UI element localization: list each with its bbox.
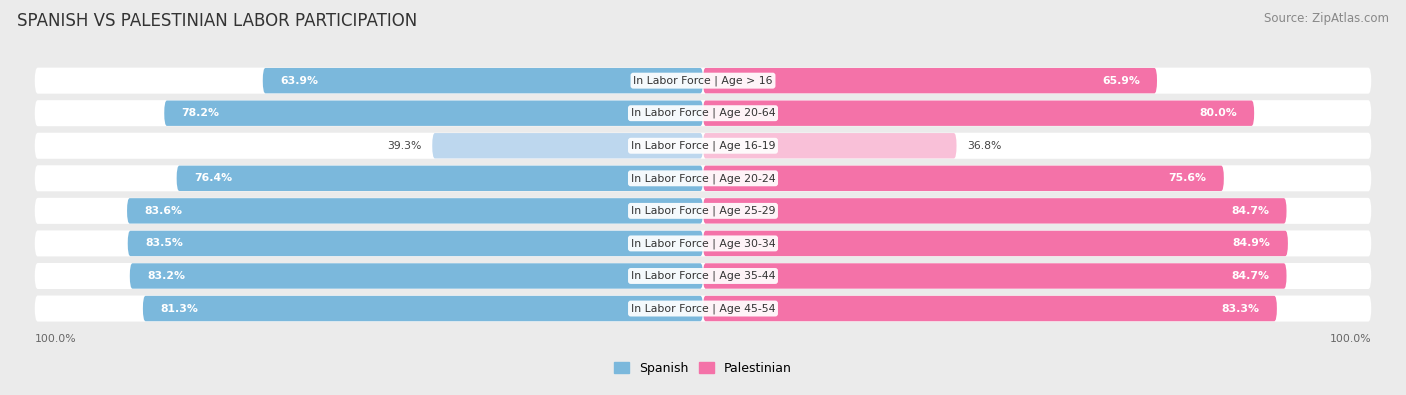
Text: 83.6%: 83.6%: [145, 206, 183, 216]
FancyBboxPatch shape: [263, 68, 703, 93]
FancyBboxPatch shape: [432, 133, 703, 158]
Text: In Labor Force | Age 16-19: In Labor Force | Age 16-19: [631, 141, 775, 151]
Text: 36.8%: 36.8%: [967, 141, 1001, 151]
Text: SPANISH VS PALESTINIAN LABOR PARTICIPATION: SPANISH VS PALESTINIAN LABOR PARTICIPATI…: [17, 12, 418, 30]
Text: 76.4%: 76.4%: [194, 173, 232, 183]
Text: In Labor Force | Age 25-29: In Labor Force | Age 25-29: [631, 206, 775, 216]
Text: 100.0%: 100.0%: [1330, 335, 1371, 344]
Text: In Labor Force | Age 20-24: In Labor Force | Age 20-24: [631, 173, 775, 184]
Text: 84.7%: 84.7%: [1232, 271, 1270, 281]
Text: 78.2%: 78.2%: [181, 108, 219, 118]
Text: In Labor Force | Age 20-64: In Labor Force | Age 20-64: [631, 108, 775, 118]
FancyBboxPatch shape: [35, 295, 1371, 322]
FancyBboxPatch shape: [143, 296, 703, 321]
Text: 84.7%: 84.7%: [1232, 206, 1270, 216]
Text: Source: ZipAtlas.com: Source: ZipAtlas.com: [1264, 12, 1389, 25]
FancyBboxPatch shape: [703, 133, 956, 158]
Text: 80.0%: 80.0%: [1199, 108, 1237, 118]
FancyBboxPatch shape: [177, 166, 703, 191]
Text: 83.2%: 83.2%: [148, 271, 186, 281]
Text: 84.9%: 84.9%: [1233, 239, 1271, 248]
FancyBboxPatch shape: [35, 68, 1371, 94]
FancyBboxPatch shape: [703, 166, 1223, 191]
FancyBboxPatch shape: [703, 263, 1286, 289]
FancyBboxPatch shape: [703, 296, 1277, 321]
FancyBboxPatch shape: [129, 263, 703, 289]
Text: In Labor Force | Age 35-44: In Labor Force | Age 35-44: [631, 271, 775, 281]
Text: In Labor Force | Age 45-54: In Labor Force | Age 45-54: [631, 303, 775, 314]
FancyBboxPatch shape: [128, 231, 703, 256]
Text: In Labor Force | Age > 16: In Labor Force | Age > 16: [633, 75, 773, 86]
FancyBboxPatch shape: [35, 198, 1371, 224]
FancyBboxPatch shape: [703, 68, 1157, 93]
Text: 83.3%: 83.3%: [1222, 303, 1260, 314]
Text: 65.9%: 65.9%: [1102, 76, 1140, 86]
Text: 63.9%: 63.9%: [280, 76, 318, 86]
FancyBboxPatch shape: [703, 198, 1286, 224]
FancyBboxPatch shape: [127, 198, 703, 224]
FancyBboxPatch shape: [165, 100, 703, 126]
Text: 75.6%: 75.6%: [1168, 173, 1206, 183]
Text: 100.0%: 100.0%: [35, 335, 76, 344]
FancyBboxPatch shape: [703, 100, 1254, 126]
FancyBboxPatch shape: [35, 100, 1371, 126]
Legend: Spanish, Palestinian: Spanish, Palestinian: [609, 357, 797, 380]
Text: In Labor Force | Age 30-34: In Labor Force | Age 30-34: [631, 238, 775, 249]
Text: 81.3%: 81.3%: [160, 303, 198, 314]
FancyBboxPatch shape: [35, 165, 1371, 191]
FancyBboxPatch shape: [35, 263, 1371, 289]
Text: 83.5%: 83.5%: [145, 239, 183, 248]
Text: 39.3%: 39.3%: [388, 141, 422, 151]
FancyBboxPatch shape: [35, 133, 1371, 159]
FancyBboxPatch shape: [35, 230, 1371, 256]
FancyBboxPatch shape: [703, 231, 1288, 256]
